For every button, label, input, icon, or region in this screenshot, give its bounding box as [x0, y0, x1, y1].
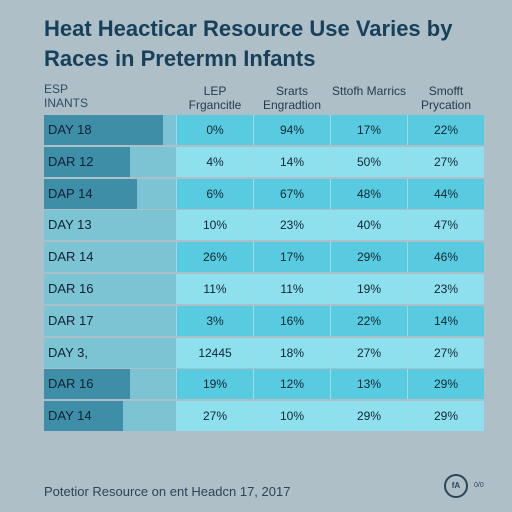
data-cell: 23%: [407, 274, 484, 304]
data-cell: 50%: [330, 146, 407, 177]
row-bar: [44, 178, 137, 209]
row-label-cell: [44, 305, 176, 336]
row-label: DAR 12: [48, 153, 94, 169]
data-cell: 29%: [330, 242, 407, 273]
data-cell: 17%: [330, 115, 407, 145]
table-row: DAR 16 19% 12% 13% 29%: [44, 369, 484, 400]
data-cell: 27%: [407, 146, 484, 177]
data-cell: 29%: [407, 369, 484, 400]
row-label: DAY 3,: [48, 344, 88, 360]
row-label: DAR 16: [48, 376, 94, 392]
logo-caption: 0/0: [474, 482, 484, 489]
data-cell: 6%: [176, 178, 253, 209]
data-cell: 14%: [253, 146, 330, 177]
data-cell: 46%: [407, 242, 484, 273]
table-row: DAY 3, 12445 18% 27% 27%: [44, 337, 484, 368]
row-label: DAR 17: [48, 312, 94, 328]
data-cell: 67%: [253, 178, 330, 209]
data-cell: 3%: [176, 305, 253, 336]
data-cell: 23%: [253, 210, 330, 241]
data-cell: 27%: [407, 337, 484, 368]
data-cell: 11%: [176, 274, 253, 304]
data-cell: 22%: [407, 115, 484, 145]
row-label: DAR 16: [48, 281, 94, 296]
data-cell: 10%: [253, 401, 330, 432]
data-cell: 40%: [330, 210, 407, 241]
row-label: DAP 14: [48, 185, 93, 201]
row-label: DAY 14: [48, 408, 92, 424]
table-row: DAY 13 10% 23% 40% 47%: [44, 210, 484, 241]
data-cell: 13%: [330, 369, 407, 400]
data-cell: 26%: [176, 242, 253, 273]
data-cell: 11%: [253, 274, 330, 304]
data-cell: 47%: [407, 210, 484, 241]
table-row: DAY 14 27% 10% 29% 29%: [44, 401, 484, 432]
data-cell: 12445: [176, 337, 253, 368]
column-header: Smofft Prycation: [420, 84, 472, 112]
data-cell: 27%: [330, 337, 407, 368]
row-label: DAY 18: [48, 122, 92, 137]
data-cell: 29%: [330, 401, 407, 432]
column-header: LEP Frgancitle: [188, 84, 242, 112]
data-cell: 4%: [176, 146, 253, 177]
row-label: DAR 14: [48, 249, 94, 265]
row-bar: [44, 146, 130, 177]
row-bar: [44, 115, 163, 145]
data-cell: 0%: [176, 115, 253, 145]
footer-source: Potetior Resource on ent Headcn 17, 2017: [44, 484, 291, 499]
table-row: DAR 16 11% 11% 19% 23%: [44, 274, 484, 304]
table-row: DAR 14 26% 17% 29% 46%: [44, 242, 484, 273]
row-label-cell: [44, 210, 176, 241]
data-cell: 10%: [176, 210, 253, 241]
data-cell: 17%: [253, 242, 330, 273]
chart-title: Heat Heacticar Resource Use Varies by Ra…: [44, 16, 453, 71]
data-cell: 44%: [407, 178, 484, 209]
row-label-cell: [44, 337, 176, 368]
table-row: DAP 14 6% 67% 48% 44%: [44, 178, 484, 209]
data-cell: 22%: [330, 305, 407, 336]
table-row: DAR 12 4% 14% 50% 27%: [44, 146, 484, 177]
data-cell: 16%: [253, 305, 330, 336]
table-row: DAR 17 3% 16% 22% 14%: [44, 305, 484, 336]
column-header: Sttofh Marrics: [331, 84, 406, 98]
data-cell: 18%: [253, 337, 330, 368]
row-bar: [44, 369, 130, 400]
data-cell: 12%: [253, 369, 330, 400]
column-header: Srarts Engradtion: [262, 84, 322, 112]
table-row: DAY 18 0% 94% 17% 22%: [44, 115, 484, 145]
publisher-logo-icon: fA: [444, 474, 468, 498]
data-cell: 19%: [330, 274, 407, 304]
row-label: DAY 13: [48, 217, 92, 233]
row-bar: [44, 401, 124, 432]
row-header-label: ESP INANTS: [44, 82, 89, 110]
row-label-cell: [44, 274, 176, 304]
data-cell: 19%: [176, 369, 253, 400]
row-label-cell: [44, 242, 176, 273]
data-cell: 29%: [407, 401, 484, 432]
data-cell: 14%: [407, 305, 484, 336]
data-cell: 48%: [330, 178, 407, 209]
data-cell: 94%: [253, 115, 330, 145]
data-table: DAY 18 0% 94% 17% 22% DAR 12 4% 14% 50% 27% DAP 14…: [44, 115, 484, 432]
data-cell: 27%: [176, 401, 253, 432]
